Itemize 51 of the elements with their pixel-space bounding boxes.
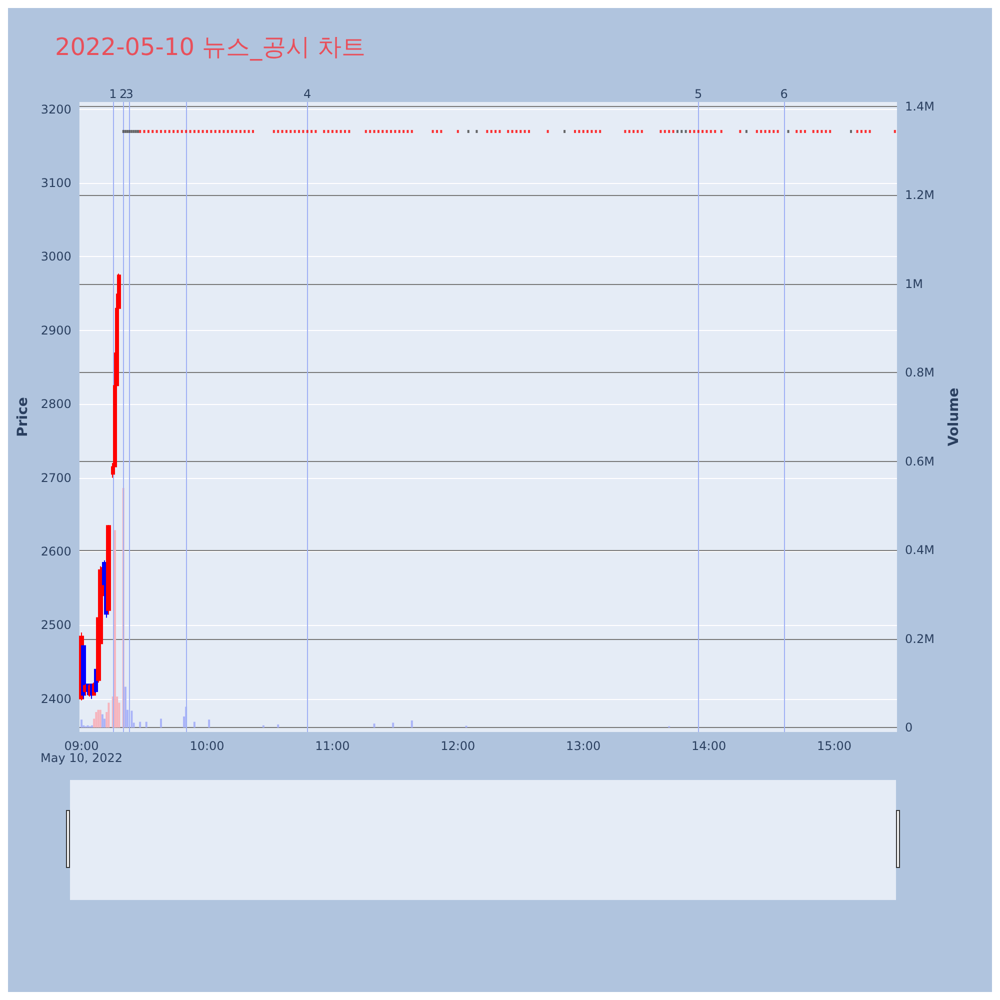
y2-tick-label: 0.2M <box>905 632 934 646</box>
bar <box>80 720 83 728</box>
y2-tick-label: 0.8M <box>905 366 934 380</box>
bar <box>277 724 280 728</box>
bar <box>104 718 106 728</box>
ref-line-label: 6 <box>780 87 788 101</box>
y-tick-label: 3200 <box>40 102 72 116</box>
chart-title: 2022-05-10 뉴스_공시 차트 <box>55 33 366 61</box>
candlestick <box>81 645 86 700</box>
y2-tick-label: 0.6M <box>905 454 934 468</box>
y2-tick-label: 1M <box>905 276 923 291</box>
x-tick-label: 15:00 <box>816 739 852 753</box>
bar <box>392 722 394 728</box>
bar <box>101 714 104 728</box>
bar <box>193 722 196 728</box>
x-tick-label: 11:00 <box>315 739 350 753</box>
x-tick-label: 10:00 <box>190 739 224 753</box>
y-tick-label: 3100 <box>40 176 72 190</box>
x-tick-label: 12:00 <box>440 739 476 753</box>
ref-line-label: 2 <box>120 87 128 101</box>
bar <box>139 722 142 728</box>
y-axis-title: Price <box>15 397 31 437</box>
bar <box>410 720 413 728</box>
bar <box>108 702 110 728</box>
ref-line-label: 3 <box>126 87 134 101</box>
x-tick-label: 14:00 <box>692 739 726 753</box>
y-tick-label: 2900 <box>40 323 72 338</box>
y-tick-label: 2600 <box>40 544 72 558</box>
ref-line-label: 4 <box>304 87 312 101</box>
bar <box>160 718 162 728</box>
y2-tick-label: 1.4M <box>905 99 934 114</box>
y2-tick-label: 0.4M <box>905 543 934 558</box>
ref-line-label: 5 <box>694 87 702 101</box>
bar <box>95 712 98 728</box>
bar <box>99 710 102 728</box>
x-tick-label: 09:00 May 10, 2022 <box>40 739 123 765</box>
x-tick-label: 13:00 <box>566 739 601 753</box>
y2-tick-label: 0 <box>905 720 913 735</box>
y-tick-label: 2500 <box>40 618 72 632</box>
y-tick-label: 2700 <box>40 470 72 485</box>
candlestick <box>106 524 111 615</box>
y-tick-label: 3000 <box>40 250 72 264</box>
bar <box>114 530 116 728</box>
y2-axis-title: Volume <box>946 388 962 446</box>
bar <box>208 720 210 728</box>
ref-line-label: 1 <box>109 87 117 101</box>
y-tick-label: 2800 <box>40 397 72 412</box>
bar <box>373 724 376 728</box>
y2-tick-label: 1.2M <box>905 188 934 202</box>
y-tick-label: 2400 <box>40 692 72 706</box>
bar <box>145 722 148 728</box>
